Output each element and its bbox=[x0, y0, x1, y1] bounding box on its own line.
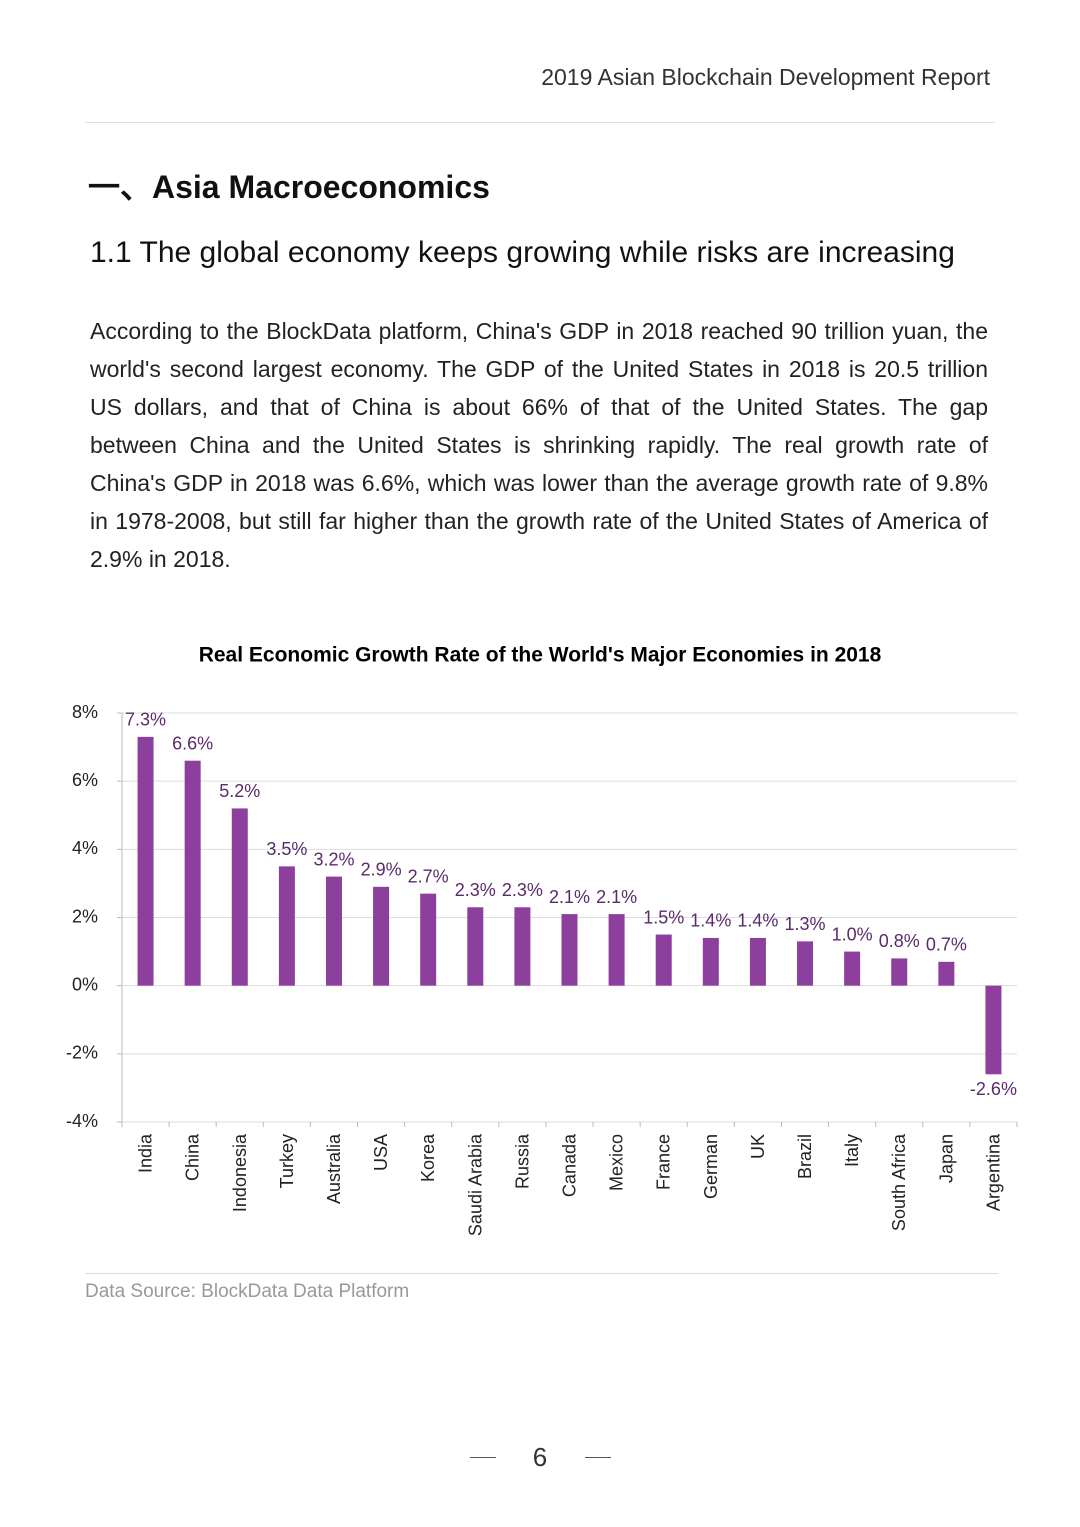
x-tick-label: UK bbox=[748, 1134, 768, 1159]
x-tick-label: USA bbox=[371, 1134, 391, 1171]
data-label: 6.6% bbox=[172, 733, 213, 753]
data-label: 2.1% bbox=[549, 887, 590, 907]
bar bbox=[844, 951, 861, 986]
bar bbox=[373, 886, 390, 986]
data-label: 3.5% bbox=[266, 839, 307, 859]
bar bbox=[985, 985, 1002, 1075]
bar bbox=[608, 914, 625, 986]
data-label: 2.9% bbox=[361, 860, 402, 880]
y-tick-label: 6% bbox=[72, 770, 98, 790]
x-tick-label: Canada bbox=[560, 1133, 580, 1197]
bar bbox=[655, 934, 672, 986]
data-label: 7.3% bbox=[125, 710, 166, 730]
data-label: 0.8% bbox=[879, 931, 920, 951]
x-tick-label: Australia bbox=[324, 1133, 344, 1204]
x-tick-label: France bbox=[654, 1134, 674, 1190]
x-tick-label: Saudi Arabia bbox=[465, 1133, 485, 1236]
source-rule bbox=[85, 1273, 998, 1274]
x-tick-label: China bbox=[183, 1133, 203, 1181]
y-tick-label: 2% bbox=[72, 906, 98, 926]
bar bbox=[749, 937, 766, 986]
data-label: 1.0% bbox=[832, 924, 873, 944]
y-tick-label: -4% bbox=[66, 1111, 98, 1131]
data-label: 2.7% bbox=[408, 866, 449, 886]
x-tick-label: Korea bbox=[418, 1133, 438, 1182]
x-tick-label: India bbox=[136, 1133, 156, 1173]
data-label: 5.2% bbox=[219, 781, 260, 801]
y-tick-label: -2% bbox=[66, 1043, 98, 1063]
y-tick-label: 4% bbox=[72, 838, 98, 858]
bar bbox=[420, 893, 437, 986]
x-tick-label: Indonesia bbox=[230, 1133, 250, 1212]
data-label: 2.3% bbox=[455, 880, 496, 900]
chart-title: Real Economic Growth Rate of the World's… bbox=[199, 644, 882, 667]
chart: Real Economic Growth Rate of the World's… bbox=[66, 644, 1018, 1236]
dash bbox=[585, 1457, 611, 1458]
bar bbox=[702, 937, 719, 986]
x-tick-label: Argentina bbox=[983, 1133, 1003, 1211]
bar bbox=[278, 866, 295, 986]
dash bbox=[470, 1457, 496, 1458]
x-tick-label: South Africa bbox=[889, 1133, 909, 1231]
bar bbox=[891, 958, 908, 986]
data-label: 2.1% bbox=[596, 887, 637, 907]
bar bbox=[325, 876, 342, 986]
data-label: 2.3% bbox=[502, 880, 543, 900]
section-subtitle: 1.1 The global economy keeps growing whi… bbox=[90, 236, 955, 269]
data-label: 0.7% bbox=[926, 935, 967, 955]
bar bbox=[184, 760, 201, 986]
data-label: 1.4% bbox=[690, 911, 731, 931]
header-title: 2019 Asian Blockchain Development Report bbox=[541, 64, 990, 90]
header-rule bbox=[85, 122, 995, 123]
bar bbox=[797, 941, 814, 986]
data-label: -2.6% bbox=[970, 1079, 1017, 1099]
x-tick-label: Italy bbox=[842, 1134, 862, 1167]
source: Data Source: BlockData Data Platform bbox=[85, 1281, 410, 1302]
section-title: 一、Asia Macroeconomics bbox=[88, 169, 490, 205]
bar bbox=[467, 907, 484, 986]
x-tick-label: Turkey bbox=[277, 1134, 297, 1188]
x-tick-label: Russia bbox=[512, 1133, 532, 1189]
y-tick-label: 8% bbox=[72, 702, 98, 722]
x-tick-label: Japan bbox=[936, 1134, 956, 1183]
bar bbox=[561, 914, 578, 986]
bar bbox=[231, 808, 248, 986]
bar bbox=[514, 907, 531, 986]
x-tick-label: Mexico bbox=[607, 1134, 627, 1191]
page-number: 6 bbox=[532, 1442, 548, 1472]
bar bbox=[137, 736, 154, 986]
data-label: 3.2% bbox=[313, 849, 354, 869]
y-tick-label: 0% bbox=[72, 974, 98, 994]
paragraph: According to the BlockData platform, Chi… bbox=[90, 318, 988, 572]
data-label: 1.5% bbox=[643, 907, 684, 927]
bar bbox=[938, 961, 955, 986]
x-tick-label: German bbox=[701, 1134, 721, 1199]
data-label: 1.4% bbox=[737, 911, 778, 931]
x-tick-label: Brazil bbox=[795, 1134, 815, 1179]
data-label: 1.3% bbox=[785, 914, 826, 934]
